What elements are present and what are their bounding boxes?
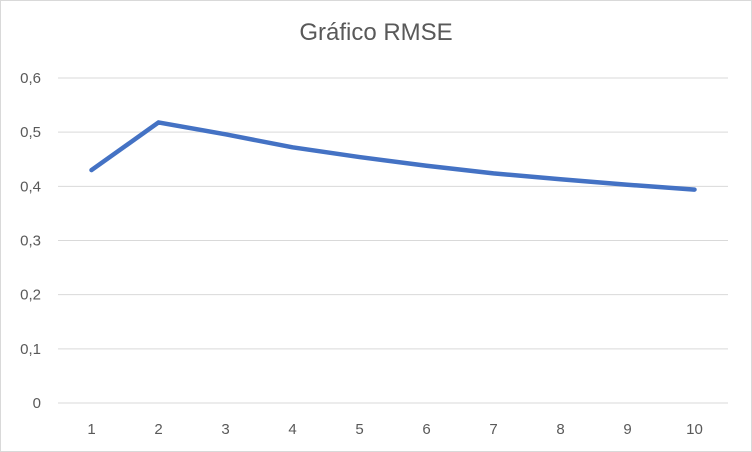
x-tick-label: 9 bbox=[623, 421, 631, 438]
x-tick-label: 2 bbox=[154, 421, 162, 438]
series-line bbox=[89, 120, 697, 192]
y-tick-label: 0,5 bbox=[20, 124, 41, 141]
y-tick-label: 0 bbox=[33, 395, 41, 412]
y-tick-label: 0,3 bbox=[20, 233, 41, 250]
y-tick-label: 0,2 bbox=[20, 287, 41, 304]
x-tick-label: 10 bbox=[686, 421, 703, 438]
y-tick-label: 0,4 bbox=[20, 178, 41, 195]
x-tick-label: 1 bbox=[87, 421, 95, 438]
y-tick-label: 0,1 bbox=[20, 341, 41, 358]
x-tick-label: 8 bbox=[556, 421, 564, 438]
x-tick-label: 5 bbox=[355, 421, 363, 438]
chart-title: Gráfico RMSE bbox=[299, 19, 453, 46]
x-tick-label: 7 bbox=[489, 421, 497, 438]
x-tick-label: 3 bbox=[221, 421, 229, 438]
y-tick-label: 0,6 bbox=[20, 70, 41, 87]
x-tick-label: 4 bbox=[288, 421, 296, 438]
x-tick-label: 6 bbox=[422, 421, 430, 438]
